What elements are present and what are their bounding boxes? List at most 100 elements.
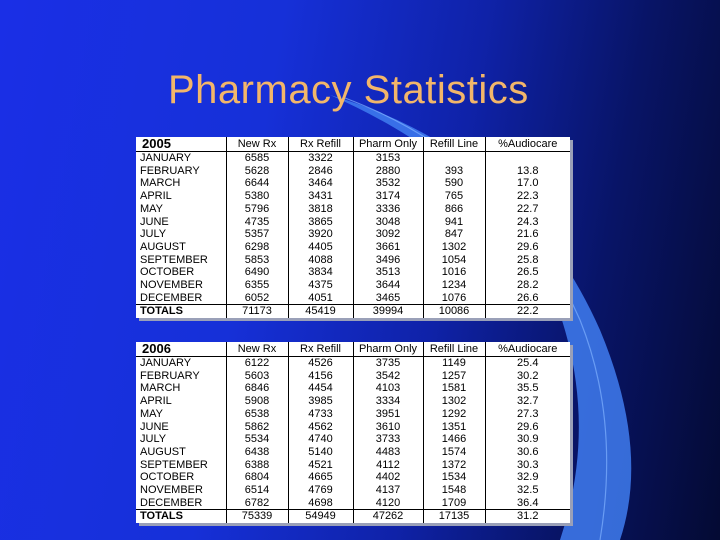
table-cell: 4088: [288, 253, 354, 267]
page-title: Pharmacy Statistics: [168, 68, 529, 112]
totals-cell: 47262: [353, 509, 424, 524]
table-cell: 847: [423, 228, 486, 241]
table-cell: 1466: [423, 433, 486, 446]
table-cell: 30.9: [517, 433, 539, 446]
table-cell: 25.8: [517, 253, 539, 266]
column-header: Refill Line: [423, 342, 486, 357]
table-cell: 24.3: [517, 215, 539, 228]
table-cell: 5380: [226, 190, 289, 203]
table-cell: 3532: [353, 177, 424, 191]
table-cell: 4562: [288, 420, 354, 434]
month-cell: APRIL: [136, 190, 227, 203]
table-cell: 6122: [226, 356, 289, 370]
month-cell: APRIL: [136, 395, 227, 408]
stats-table-2005: 2005 New Rx Rx Refill Pharm Only Refill Line…: [136, 137, 570, 319]
table-row: SEPTEMBER 5853 4088 3496 1054 25.8: [136, 253, 570, 267]
totals-cell: 54949: [288, 509, 354, 524]
table-cell: 5862: [226, 420, 289, 434]
month-cell: FEBRUARY: [136, 369, 227, 383]
table-cell: 1581: [423, 382, 486, 396]
table-cell: 765: [423, 190, 486, 203]
table-cell: 6782: [226, 496, 289, 510]
table-cell: 4402: [353, 471, 424, 485]
table-cell: 13.8: [517, 164, 539, 177]
column-header: Pharm Only: [353, 137, 424, 152]
table-cell: 4405: [288, 240, 354, 254]
totals-cell: 45419: [288, 304, 354, 319]
table-cell: 1574: [423, 445, 486, 459]
column-header: Rx Refill: [288, 342, 354, 357]
table-cell: 32.5: [517, 484, 539, 497]
table-cell: 3464: [288, 177, 354, 191]
month-cell: NOVEMBER: [136, 484, 227, 497]
table-cell: 6052: [226, 291, 289, 305]
table-cell: 4051: [288, 291, 354, 305]
table-cell: 35.5: [517, 382, 539, 395]
table-cell: 3092: [353, 228, 424, 241]
table-cell: 28.2: [517, 279, 539, 292]
table-cell: 3465: [353, 291, 424, 305]
table-cell: 1548: [423, 484, 486, 497]
table-cell: 5628: [226, 164, 289, 178]
table-2005: 2005 New Rx Rx Refill Pharm Only Refill Line…: [136, 137, 570, 319]
table-cell: [423, 151, 486, 165]
table-cell: 4521: [288, 458, 354, 472]
table-row: JULY 5357 3920 3092 847 21.6: [136, 228, 570, 241]
month-cell: JUNE: [136, 420, 227, 434]
table-cell: 1302: [423, 395, 486, 408]
table-cell: 5796: [226, 202, 289, 216]
table-cell: 4526: [288, 356, 354, 370]
table-cell: 1351: [423, 420, 486, 434]
table-cell: 26.6: [517, 291, 539, 304]
table-cell: 6355: [226, 279, 289, 292]
table-cell: 3174: [353, 190, 424, 203]
column-header: %Audiocare: [485, 342, 570, 357]
table-row: DECEMBER 6052 4051 3465 1076 26.6: [136, 291, 570, 305]
table-row: APRIL 5380 3431 3174 765 22.3: [136, 190, 570, 203]
month-cell: DECEMBER: [136, 291, 227, 305]
table-cell: 3818: [288, 202, 354, 216]
month-cell: JUNE: [136, 215, 227, 229]
table-cell: 3920: [288, 228, 354, 241]
table-row: NOVEMBER 6514 4769 4137 1548 32.5: [136, 484, 570, 497]
month-cell: DECEMBER: [136, 496, 227, 510]
table-cell: 3542: [353, 369, 424, 383]
table-cell: [485, 152, 570, 165]
month-cell: MARCH: [136, 382, 227, 396]
table-cell: 5140: [288, 445, 354, 459]
table-header-row: 2005 New Rx Rx Refill Pharm Only Refill Line…: [136, 137, 570, 152]
table-cell: 4735: [226, 215, 289, 229]
table-row: AUGUST 6438 5140 4483 1574 30.6: [136, 445, 570, 459]
table-cell: 1054: [423, 253, 486, 267]
month-cell: JANUARY: [136, 151, 227, 165]
column-header: Pharm Only: [353, 342, 424, 357]
table-cell: 4769: [288, 484, 354, 497]
totals-label: TOTALS: [136, 509, 227, 524]
table-cell: 4156: [288, 369, 354, 383]
month-cell: OCTOBER: [136, 266, 227, 280]
table-cell: 3153: [353, 151, 424, 165]
table-cell: 6644: [226, 177, 289, 191]
month-cell: FEBRUARY: [136, 164, 227, 178]
month-cell: SEPTEMBER: [136, 458, 227, 472]
table-row: MAY 5796 3818 3336 866 22.7: [136, 202, 570, 216]
table-row: FEBRUARY 5628 2846 2880 393 13.8: [136, 164, 570, 178]
column-header: New Rx: [226, 342, 289, 357]
table-cell: 393: [423, 164, 486, 178]
table-row: FEBRUARY 5603 4156 3542 1257 30.2: [136, 369, 570, 383]
table-cell: 21.6: [517, 228, 539, 241]
table-cell: 4733: [288, 407, 354, 421]
table-cell: 3834: [288, 266, 354, 280]
table-cell: 4137: [353, 484, 424, 497]
table-row: JANUARY 6122 4526 3735 1149 25.4: [136, 356, 570, 370]
table-cell: 2846: [288, 164, 354, 178]
month-cell: MAY: [136, 202, 227, 216]
table-cell: 1302: [423, 240, 486, 254]
table-row: JUNE 5862 4562 3610 1351 29.6: [136, 420, 570, 434]
totals-cell: 75339: [226, 509, 289, 524]
table-cell: 5908: [226, 395, 289, 408]
table-year-header: 2005: [136, 137, 227, 152]
table-header-row: 2006 New Rx Rx Refill Pharm Only Refill Line…: [136, 342, 570, 357]
table-cell: 4740: [288, 433, 354, 446]
table-row: NOVEMBER 6355 4375 3644 1234 28.2: [136, 279, 570, 292]
